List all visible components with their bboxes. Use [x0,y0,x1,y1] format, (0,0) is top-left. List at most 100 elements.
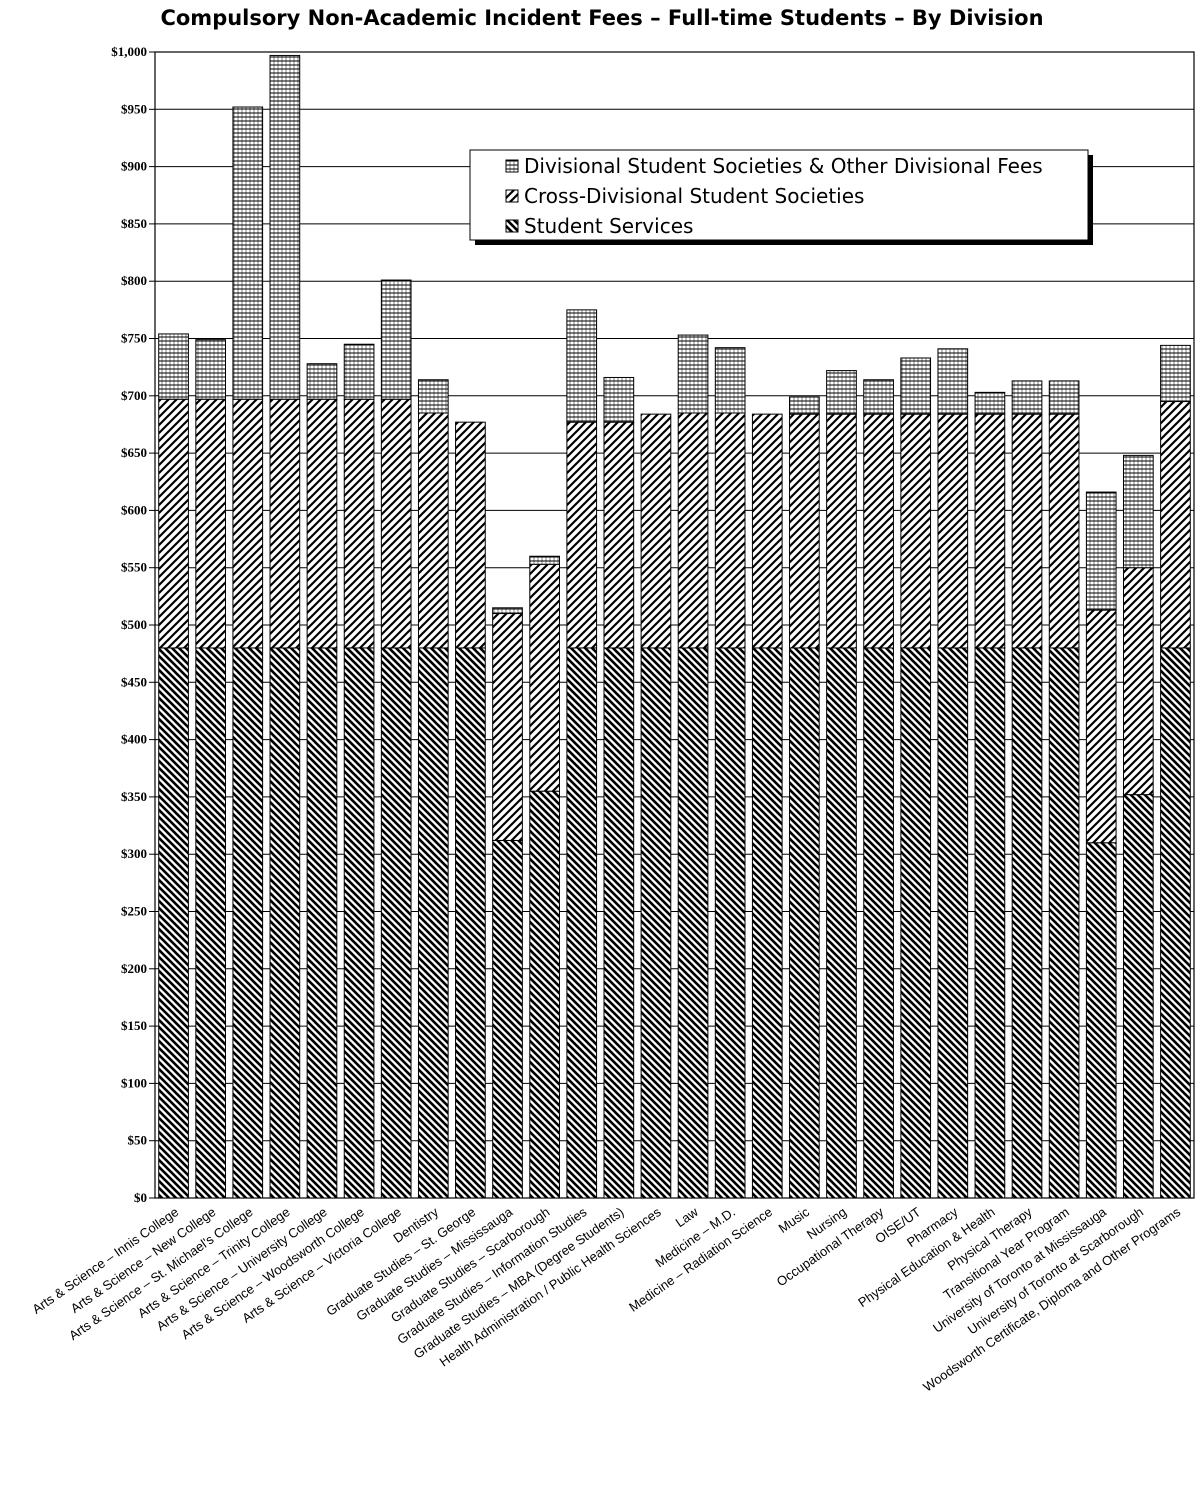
bar-segment-3 [826,370,857,415]
bar-segment-2 [640,413,672,649]
y-tick-label: $350 [121,789,147,804]
bar-segment-3 [529,555,560,565]
bar-segment-2 [195,398,227,649]
bar-segment-1 [974,647,1006,1199]
y-tick-label: $400 [121,732,147,747]
bar-segment-2 [863,413,894,649]
bar-segment-3 [195,339,227,400]
y-tick-label: $800 [121,273,147,288]
bar-segment-1 [1085,842,1117,1199]
legend: Divisional Student Societies & Other Div… [469,149,1093,245]
bar-segment-2 [1122,567,1154,796]
bar-segment-1 [269,647,301,1199]
y-tick-label: $200 [121,961,147,976]
y-tick-label: $500 [121,617,147,632]
bar-segment-3 [789,396,820,415]
bar-segment-1 [714,647,746,1199]
y-tick-label: $50 [128,1133,148,1148]
bar-segment-2 [380,398,412,649]
legend-swatch [505,189,519,203]
y-tick-label: $900 [121,159,147,174]
bar-segment-2 [1048,413,1080,649]
bar-segment-2 [306,398,338,649]
bar-segment-1 [492,839,523,1199]
bar-segment-3 [863,379,894,415]
bar-segment-3 [937,348,969,415]
bar-segment-3 [603,376,635,423]
bar-segment-2 [751,413,783,649]
bar-segment-1 [1011,647,1043,1199]
bar-segment-3 [1122,454,1154,569]
bar-segment-1 [529,790,560,1199]
y-tick-label: $550 [121,560,147,575]
y-tick-label: $750 [121,331,147,346]
bar-segment-1 [677,647,709,1199]
bar-segment-1 [751,647,783,1199]
bar-segment-3 [900,357,932,415]
bar-segment-2 [714,412,746,649]
y-tick-label: $100 [121,1075,147,1090]
bar-segment-1 [232,647,264,1199]
bar-segment-1 [1122,794,1154,1199]
bar-segment-2 [900,413,932,649]
legend-box [469,149,1089,241]
bar-segment-3 [343,343,375,400]
y-tick-label: $850 [121,216,147,231]
bar-segment-1 [380,647,412,1199]
bar-segment-3 [232,106,264,400]
y-tick-label: $150 [121,1018,147,1033]
bar-segment-3 [380,279,412,400]
bar-segment-1 [937,647,969,1199]
bar-segment-2 [1011,413,1043,649]
bar-segment-3 [306,363,338,400]
bar-segment-3 [1048,380,1080,415]
bar-segment-1 [789,647,820,1199]
y-tick-label: $300 [121,846,147,861]
bar-segment-1 [1048,647,1080,1199]
y-tick-label: $700 [121,388,147,403]
bar-segment-2 [269,398,301,649]
bar-segment-1 [343,647,375,1199]
bar-segment-1 [603,647,635,1199]
bar-segment-2 [974,413,1006,649]
bar-segment-2 [492,613,523,841]
y-tick-label: $1,000 [111,44,147,59]
bar-segment-2 [529,563,560,792]
bar-segment-2 [1160,401,1191,649]
chart-title: Compulsory Non-Academic Incident Fees – … [160,6,1044,30]
bar-segment-3 [974,391,1006,415]
bar-segment-3 [677,334,709,414]
bar-segment-2 [677,412,709,649]
bar-segment-1 [158,647,189,1199]
bar-segment-3 [158,333,189,400]
y-tick-label: $0 [134,1190,147,1205]
bar-segment-2 [603,421,635,649]
bar-segment-1 [455,647,486,1199]
bar-segment-1 [195,647,227,1199]
legend-entry: Divisional Student Societies & Other Div… [524,154,1043,178]
bar-segment-3 [492,607,523,615]
bar-segment-3 [1160,344,1191,403]
y-tick-label: $250 [121,904,147,919]
bar-segment-2 [343,398,375,649]
bar-segment-2 [789,413,820,649]
bar-segment-3 [714,347,746,414]
bar-segment-1 [826,647,857,1199]
bar-segment-1 [900,647,932,1199]
bar-segment-3 [1085,491,1117,611]
bar-segment-2 [455,421,486,649]
y-tick-label: $650 [121,445,147,460]
bar-segment-1 [863,647,894,1199]
bar-segment-1 [640,647,672,1199]
bar-segment-2 [826,413,857,649]
bar-segment-1 [1160,647,1191,1199]
bar-segment-1 [417,647,449,1199]
bar-segment-3 [566,309,598,423]
bar-segment-2 [1085,609,1117,844]
bar-segment-3 [269,54,301,400]
bar-segment-2 [937,413,969,649]
bar-segment-2 [566,421,598,649]
legend-entry: Student Services [524,214,693,238]
bar-segment-1 [306,647,338,1199]
